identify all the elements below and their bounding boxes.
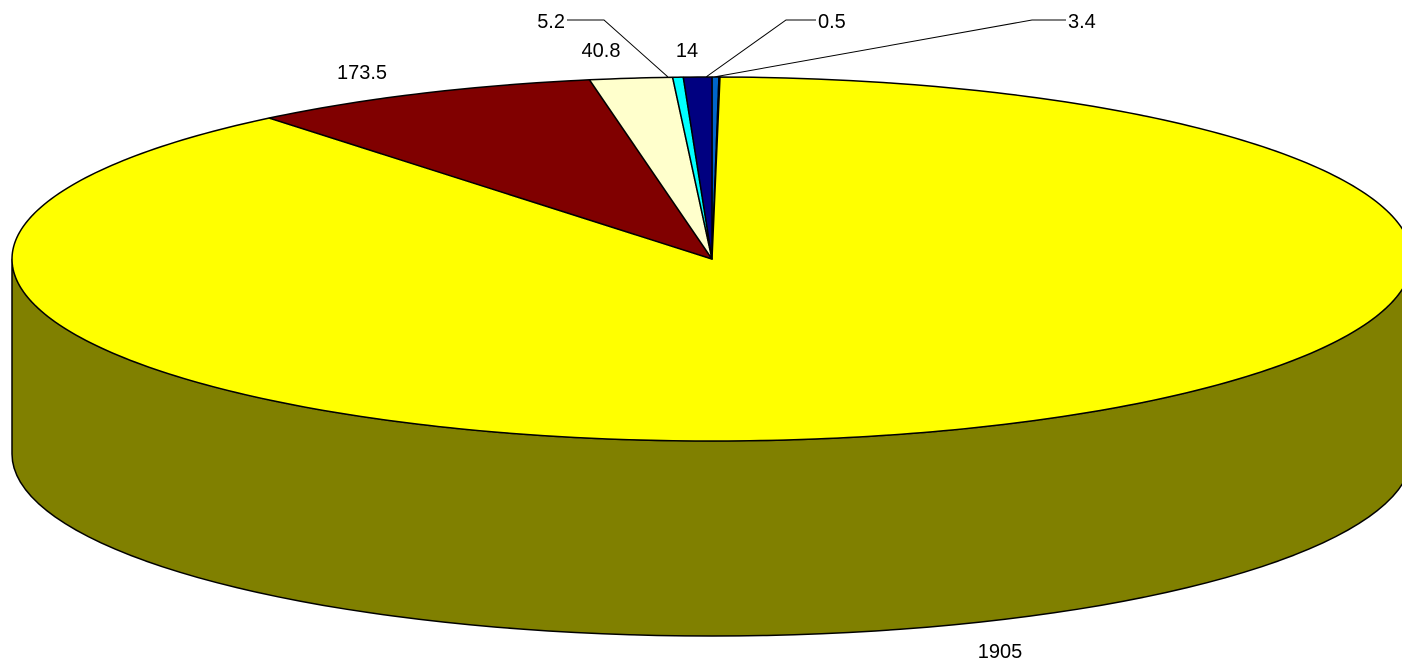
leader-line (713, 19, 1066, 78)
data-labels: 3.4 0.5 1905 173.5 40.8 5.2 14 (337, 11, 1096, 663)
pie-slice (588, 76, 713, 260)
data-label: 173.5 (337, 62, 387, 84)
leader-line (705, 19, 816, 78)
data-label: 14 (676, 40, 698, 62)
data-label: 5.2 (537, 11, 565, 33)
pie-slice (11, 76, 1402, 442)
data-label: 40.8 (582, 40, 621, 62)
pie-slice (268, 79, 713, 260)
pie-top-faces (11, 76, 1402, 442)
pie-slice (682, 76, 713, 260)
data-label: 3.4 (1068, 11, 1096, 33)
data-label: 1905 (978, 641, 1023, 663)
leader-line (567, 19, 669, 78)
data-label: 0.5 (818, 11, 846, 33)
